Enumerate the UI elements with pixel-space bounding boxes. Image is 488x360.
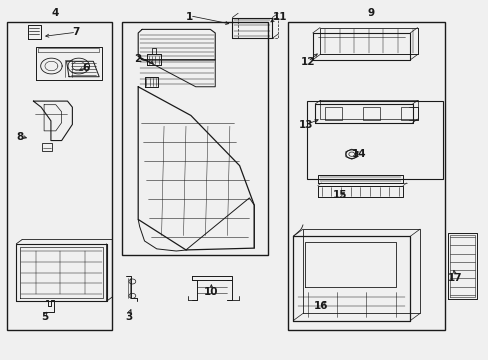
Text: 2: 2 — [134, 54, 142, 64]
Text: 5: 5 — [41, 312, 48, 322]
Bar — [122, 22, 267, 255]
Text: 12: 12 — [300, 57, 314, 67]
Text: 8: 8 — [17, 132, 24, 142]
Text: 10: 10 — [203, 287, 218, 297]
Text: 9: 9 — [367, 8, 374, 18]
Text: 15: 15 — [332, 190, 346, 200]
Bar — [362, 107, 379, 120]
Text: 4: 4 — [52, 8, 59, 18]
Text: 16: 16 — [314, 301, 328, 311]
Bar — [288, 22, 445, 330]
Text: 6: 6 — [82, 63, 89, 73]
Text: 1: 1 — [186, 12, 193, 22]
Text: 7: 7 — [72, 27, 80, 37]
Bar — [306, 101, 443, 179]
Bar — [42, 143, 52, 151]
Text: 11: 11 — [272, 12, 286, 22]
Bar — [400, 107, 417, 120]
Text: 14: 14 — [351, 149, 366, 159]
Text: 3: 3 — [124, 312, 132, 322]
Bar — [325, 107, 341, 120]
Text: 17: 17 — [447, 273, 462, 283]
Bar — [6, 22, 112, 330]
Text: 13: 13 — [298, 121, 312, 130]
